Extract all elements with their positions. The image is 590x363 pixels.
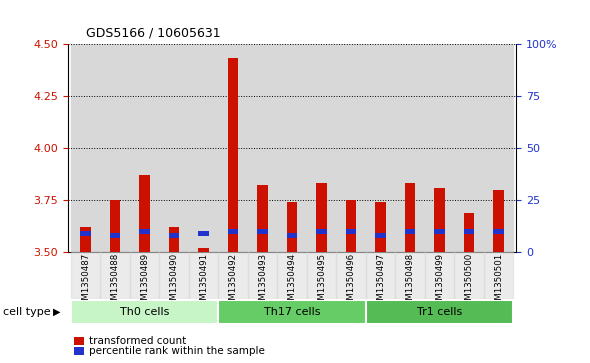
Text: GSM1350496: GSM1350496 <box>346 253 356 311</box>
Bar <box>484 252 513 299</box>
Bar <box>405 183 415 252</box>
Bar <box>484 44 513 252</box>
Bar <box>130 252 159 299</box>
Bar <box>493 229 504 234</box>
Bar <box>74 337 84 345</box>
Bar <box>74 347 84 355</box>
Bar <box>130 44 159 252</box>
Bar <box>316 229 327 234</box>
Bar <box>277 44 307 252</box>
Bar <box>346 229 356 234</box>
Text: GSM1350494: GSM1350494 <box>287 253 297 311</box>
Text: GSM1350493: GSM1350493 <box>258 253 267 311</box>
Text: percentile rank within the sample: percentile rank within the sample <box>89 346 265 356</box>
Bar <box>80 231 91 236</box>
Bar <box>80 227 91 252</box>
Bar <box>71 252 100 299</box>
Text: GSM1350491: GSM1350491 <box>199 253 208 311</box>
Bar <box>71 44 100 252</box>
Bar <box>336 44 366 252</box>
Bar <box>228 58 238 252</box>
Bar <box>425 44 454 252</box>
Text: GSM1350492: GSM1350492 <box>228 253 238 311</box>
Bar <box>248 44 277 252</box>
Bar <box>307 44 336 252</box>
Bar <box>110 200 120 252</box>
Bar <box>159 44 189 252</box>
Bar <box>198 231 209 236</box>
Bar <box>110 233 120 238</box>
Bar <box>100 252 130 299</box>
Text: GSM1350495: GSM1350495 <box>317 253 326 311</box>
Text: GDS5166 / 10605631: GDS5166 / 10605631 <box>86 27 220 40</box>
Bar <box>425 252 454 299</box>
Bar <box>169 227 179 252</box>
Text: GSM1350501: GSM1350501 <box>494 253 503 311</box>
Text: GSM1350499: GSM1350499 <box>435 253 444 311</box>
Bar <box>277 252 307 299</box>
FancyBboxPatch shape <box>71 300 218 324</box>
Text: transformed count: transformed count <box>89 336 186 346</box>
Bar <box>100 44 130 252</box>
Text: GSM1350490: GSM1350490 <box>169 253 179 311</box>
Bar <box>336 252 366 299</box>
Bar <box>464 229 474 234</box>
Bar <box>228 229 238 234</box>
Text: Th0 cells: Th0 cells <box>120 307 169 317</box>
Text: GSM1350500: GSM1350500 <box>464 253 474 311</box>
Bar <box>198 248 209 252</box>
Bar <box>375 202 386 252</box>
Bar <box>395 252 425 299</box>
Bar <box>434 188 445 252</box>
Bar <box>218 44 248 252</box>
Bar <box>257 229 268 234</box>
Bar <box>218 252 248 299</box>
Bar <box>366 44 395 252</box>
Bar <box>405 229 415 234</box>
Bar <box>257 185 268 252</box>
Bar <box>248 252 277 299</box>
Text: Tr1 cells: Tr1 cells <box>417 307 462 317</box>
Bar <box>169 233 179 238</box>
Bar <box>434 229 445 234</box>
Bar <box>464 213 474 252</box>
Bar <box>454 44 484 252</box>
FancyBboxPatch shape <box>366 300 513 324</box>
Bar <box>139 175 150 252</box>
Bar <box>159 252 189 299</box>
Bar <box>287 233 297 238</box>
Bar <box>346 200 356 252</box>
Bar <box>454 252 484 299</box>
Text: Th17 cells: Th17 cells <box>264 307 320 317</box>
Bar <box>366 252 395 299</box>
Text: GSM1350497: GSM1350497 <box>376 253 385 311</box>
FancyBboxPatch shape <box>218 300 366 324</box>
Bar <box>493 189 504 252</box>
Bar <box>307 252 336 299</box>
Text: GSM1350487: GSM1350487 <box>81 253 90 311</box>
Bar <box>287 202 297 252</box>
Text: cell type: cell type <box>3 307 51 317</box>
Bar <box>375 233 386 238</box>
Bar <box>395 44 425 252</box>
Bar <box>189 252 218 299</box>
Text: GSM1350498: GSM1350498 <box>405 253 415 311</box>
Bar <box>189 44 218 252</box>
Text: GSM1350488: GSM1350488 <box>110 253 120 311</box>
Bar <box>139 229 150 234</box>
Text: ▶: ▶ <box>53 307 61 317</box>
Bar <box>316 183 327 252</box>
Text: GSM1350489: GSM1350489 <box>140 253 149 311</box>
